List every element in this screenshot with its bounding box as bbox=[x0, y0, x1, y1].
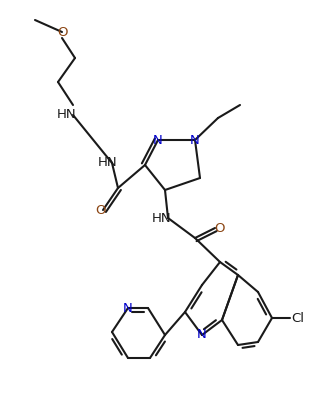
Text: N: N bbox=[153, 134, 163, 147]
Text: O: O bbox=[215, 221, 225, 234]
Text: O: O bbox=[96, 204, 106, 216]
Text: HN: HN bbox=[98, 157, 118, 170]
Text: N: N bbox=[123, 302, 133, 315]
Text: HN: HN bbox=[57, 108, 77, 121]
Text: N: N bbox=[190, 134, 200, 147]
Text: Cl: Cl bbox=[291, 312, 305, 325]
Text: N: N bbox=[197, 328, 207, 341]
Text: O: O bbox=[57, 26, 67, 39]
Text: HN: HN bbox=[152, 212, 172, 225]
